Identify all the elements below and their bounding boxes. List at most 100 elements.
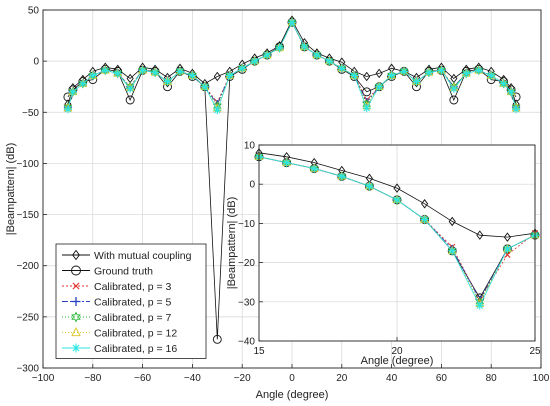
legend-box [55, 243, 207, 359]
data-point [200, 82, 209, 91]
legend-marker [72, 282, 80, 290]
data-point [188, 70, 197, 81]
x-tick-label: 15 [253, 346, 265, 357]
y-tick-label: 0 [33, 57, 39, 68]
data-point [421, 199, 429, 209]
data-point [213, 71, 221, 82]
y-tick-label: −150 [16, 210, 39, 221]
data-point [175, 67, 184, 76]
data-point [263, 51, 272, 60]
y-tick-label: −20 [238, 258, 255, 269]
data-point [126, 84, 135, 93]
data-point [150, 67, 160, 78]
data-point [113, 69, 122, 78]
data-point [213, 106, 222, 115]
data-point [393, 195, 401, 204]
x-tick-label: 20 [391, 346, 403, 357]
legend-label: Calibrated, p = 3 [94, 281, 172, 293]
data-point [499, 79, 508, 88]
data-point [448, 246, 457, 255]
legend-marker [71, 327, 81, 337]
data-point [337, 171, 347, 182]
legend-entry: With mutual coupling [62, 249, 192, 262]
data-point [393, 183, 401, 193]
data-point [325, 57, 334, 66]
y-tick-label: −200 [16, 261, 39, 272]
data-point [175, 66, 185, 77]
series-line [258, 152, 536, 238]
data-point [288, 18, 296, 27]
legend-marker [71, 343, 81, 353]
y-tick-label: −100 [16, 159, 39, 170]
data-point [337, 64, 346, 73]
y-tick-label: 10 [244, 141, 256, 152]
data-point [250, 57, 259, 66]
legend-entry: Calibrated, p = 16 [62, 343, 177, 355]
data-point [78, 79, 87, 88]
data-point [375, 68, 383, 79]
data-point [88, 70, 98, 81]
data-point [101, 66, 110, 75]
data-point [68, 87, 77, 96]
legend-marker [72, 249, 80, 261]
x-tick-label: −60 [134, 373, 151, 384]
legend-marker [71, 311, 81, 323]
data-point [225, 71, 234, 80]
x-tick-label: 20 [336, 373, 348, 384]
legend-entry: Calibrated, p = 7 [62, 311, 172, 324]
series-calibrated-p-16 [255, 152, 539, 310]
data-point [300, 42, 309, 51]
y-tick-label: −10 [238, 219, 255, 230]
data-point [400, 67, 409, 76]
data-point [503, 232, 511, 242]
legend-marker [71, 265, 81, 276]
data-point [238, 64, 247, 73]
plot-area [254, 148, 540, 310]
data-point [476, 230, 484, 240]
data-point [412, 77, 421, 86]
data-point [449, 95, 459, 105]
x-tick-label: 100 [533, 373, 550, 384]
data-point [287, 17, 297, 28]
legend-entry: Calibrated, p = 12 [62, 327, 177, 339]
y-tick-label: −300 [16, 364, 39, 375]
y-tick-label: 0 [249, 180, 255, 191]
data-point [337, 172, 346, 181]
data-point [387, 70, 396, 81]
data-point [474, 66, 483, 75]
data-point [282, 158, 291, 167]
legend-label: With mutual coupling [94, 250, 192, 262]
data-point [449, 84, 458, 93]
series-line [67, 21, 517, 108]
x-axis-label: Angle (degree) [256, 389, 329, 401]
legend-entry: Calibrated, p = 5 [62, 296, 172, 308]
data-point [424, 67, 434, 78]
data-point [362, 104, 371, 113]
legend-marker [71, 297, 81, 306]
data-point [350, 71, 359, 80]
y-tick-label: −250 [16, 312, 39, 323]
data-point [507, 87, 516, 96]
y-axis-label: |Beampattern| (dB) [226, 197, 238, 290]
y-tick-label: −50 [22, 108, 39, 119]
data-point [462, 69, 471, 78]
y-tick-label: −30 [238, 297, 255, 308]
series-calibrated-p-7 [63, 17, 521, 113]
data-point [312, 51, 321, 60]
data-point [362, 87, 372, 97]
legend-label: Ground truth [94, 265, 153, 277]
legend-label: Calibrated, p = 5 [94, 296, 172, 308]
data-point [63, 105, 72, 114]
data-point [448, 216, 456, 227]
data-point [363, 71, 371, 82]
data-point [375, 82, 384, 91]
series-calibrated-p-16 [63, 18, 521, 115]
data-point [188, 71, 197, 80]
data-point [310, 164, 319, 173]
data-point [275, 43, 284, 52]
data-point [487, 71, 496, 80]
data-point [511, 92, 521, 102]
plot-area [63, 15, 521, 344]
data-point [437, 66, 446, 75]
data-point [125, 95, 135, 105]
